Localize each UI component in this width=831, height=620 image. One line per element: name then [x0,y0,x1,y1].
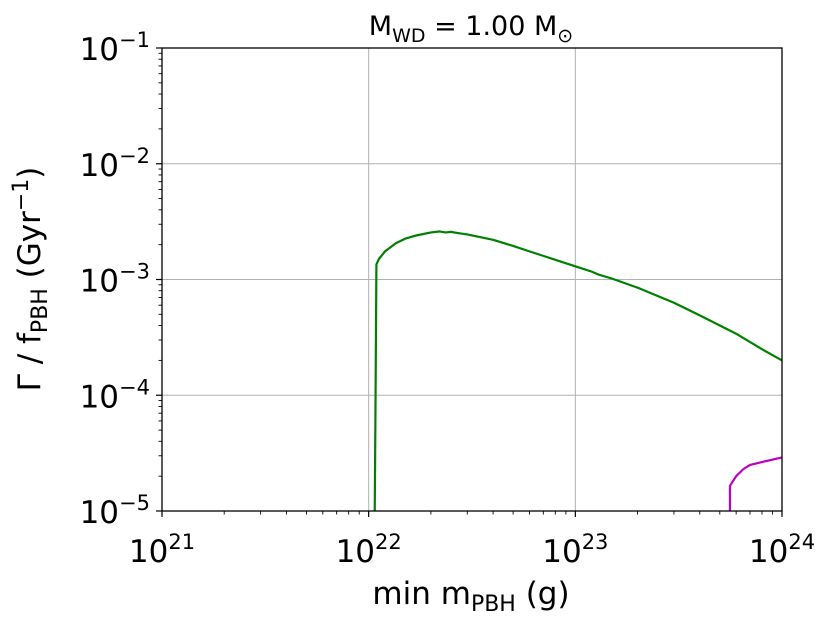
chart-title: MWD = 1.00 M⊙ [369,11,573,47]
x-tick-label-3: 1024 [749,530,815,570]
data-series [373,230,783,512]
y-tick-label-1: 10−4 [80,375,150,415]
x-tick-label-1: 1022 [336,530,402,570]
series-line-1 [728,456,783,511]
x-tick-label-2: 1023 [542,530,608,570]
y-tick-label-4: 10−1 [80,28,150,68]
axis-ticks: 1021 1022 1023 1024 10−5 10−4 10−3 10−2 10−1 [80,28,816,570]
series-line-0 [373,230,783,512]
x-axis-label: min mPBH (g) [372,576,569,617]
y-axis-label: Γ / fPBH (Gyr−1) [9,167,53,392]
y-tick-label-3: 10−2 [80,144,150,184]
y-tick-label-0: 10−5 [80,491,150,531]
grid-lines [161,47,783,512]
x-tick-label-0: 1021 [129,530,195,570]
y-tick-label-2: 10−3 [80,260,150,300]
